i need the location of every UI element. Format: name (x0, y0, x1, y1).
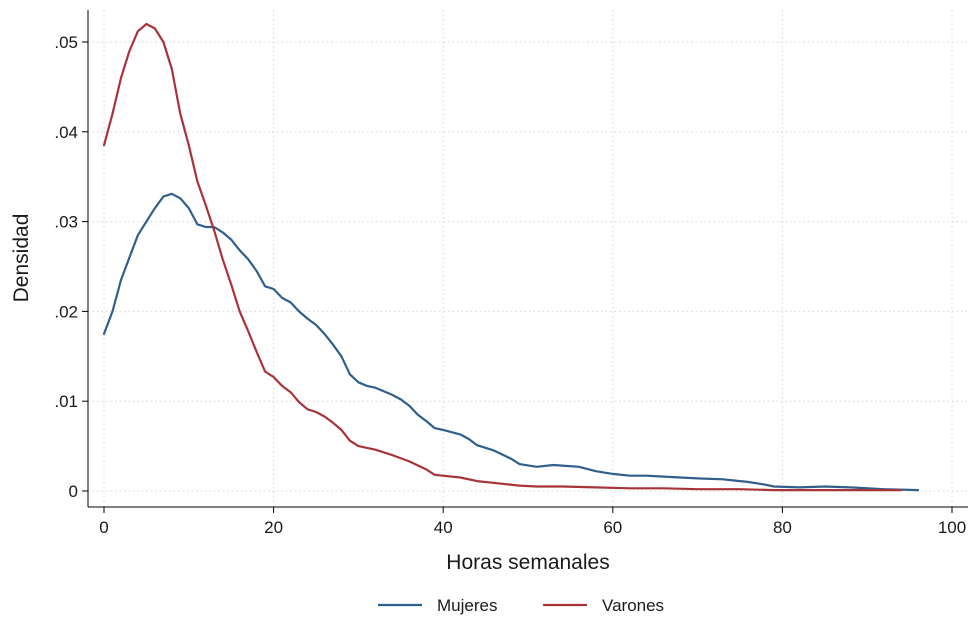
axes (82, 10, 968, 513)
x-tick-label-0: 0 (99, 518, 108, 537)
y-tick-label-1: .01 (54, 392, 78, 411)
y-tick-label-4: .04 (54, 123, 78, 142)
y-tick-label-2: .02 (54, 302, 78, 321)
series-line-mujeres (102, 192, 920, 492)
y-tick-label-5: .05 (54, 33, 78, 52)
y-axis-title: Densidad (10, 214, 33, 303)
x-tick-label-3: 60 (603, 518, 622, 537)
x-tick-label-4: 80 (773, 518, 792, 537)
series-group (102, 22, 920, 492)
legend-label-mujeres: Mujeres (437, 596, 497, 615)
series-line-varones (102, 22, 903, 492)
x-tick-label-1: 20 (264, 518, 283, 537)
legend-label-varones: Varones (602, 596, 664, 615)
x-axis-title: Horas semanales (446, 551, 609, 574)
tick-labels: 0 20 40 60 80 100 0 .01 .02 .03 .04 .05 (54, 33, 966, 537)
legend: Mujeres Varones (378, 596, 664, 615)
grid (88, 10, 968, 507)
y-tick-label-0: 0 (69, 482, 78, 501)
x-tick-label-5: 100 (938, 518, 966, 537)
y-tick-label-3: .03 (54, 213, 78, 232)
x-tick-label-2: 40 (434, 518, 453, 537)
